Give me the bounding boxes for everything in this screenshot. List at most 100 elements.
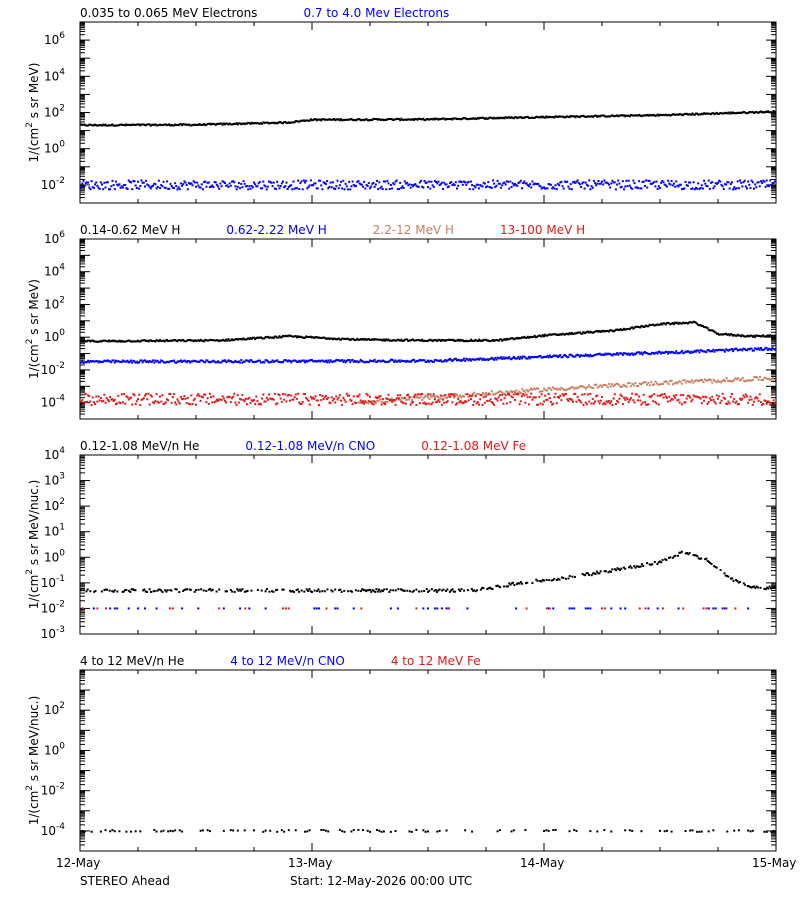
data-point <box>237 337 240 340</box>
data-point <box>547 392 550 395</box>
data-point <box>508 393 511 396</box>
data-point <box>646 113 649 116</box>
data-point <box>742 335 745 338</box>
data-point <box>356 118 359 121</box>
data-point <box>290 361 293 364</box>
data-point <box>717 332 719 335</box>
data-point <box>525 116 528 119</box>
data-point <box>239 122 242 125</box>
data-point <box>698 188 701 191</box>
data-point <box>235 122 238 125</box>
data-point <box>459 180 462 183</box>
data-point <box>218 340 221 343</box>
data-point <box>756 334 759 337</box>
data-point <box>246 338 249 341</box>
data-point <box>503 117 506 120</box>
data-point <box>211 588 214 591</box>
data-point <box>218 607 221 610</box>
data-point <box>623 396 626 399</box>
data-point <box>759 375 762 378</box>
data-point <box>482 357 485 360</box>
data-point <box>248 185 251 188</box>
data-point <box>576 179 579 182</box>
data-point <box>744 393 747 396</box>
data-point <box>773 378 776 381</box>
legend-entry: 0.14-0.62 MeV H <box>80 223 180 237</box>
data-point <box>671 351 674 354</box>
data-point <box>330 589 333 592</box>
data-point <box>196 181 199 184</box>
data-point <box>495 117 498 120</box>
data-point <box>467 359 470 362</box>
data-point <box>138 187 141 190</box>
data-point <box>330 186 333 189</box>
data-point <box>365 590 368 593</box>
data-point <box>435 359 438 362</box>
data-point <box>698 324 701 327</box>
data-point <box>623 327 626 330</box>
data-point <box>283 359 286 362</box>
data-point <box>485 186 487 189</box>
data-point <box>289 589 292 592</box>
data-point <box>574 332 577 335</box>
data-point <box>702 381 705 384</box>
data-point <box>230 123 233 126</box>
data-point <box>576 115 579 118</box>
data-point <box>771 182 774 185</box>
data-point <box>272 361 275 364</box>
data-point <box>122 590 125 593</box>
data-point <box>445 396 448 399</box>
data-point <box>582 403 585 406</box>
data-point <box>458 394 461 397</box>
data-point <box>108 360 110 363</box>
data-point <box>140 339 143 342</box>
data-point <box>331 360 334 363</box>
data-point <box>594 114 597 117</box>
data-point <box>408 396 411 399</box>
data-point <box>126 359 129 362</box>
data-point <box>175 185 178 188</box>
data-point <box>634 325 637 328</box>
data-point <box>80 589 83 592</box>
data-point <box>652 351 655 354</box>
data-point <box>141 181 144 184</box>
data-point <box>584 574 587 577</box>
data-point <box>468 358 471 361</box>
data-point <box>359 590 362 593</box>
data-point <box>422 340 425 343</box>
data-point <box>688 394 690 397</box>
data-point <box>110 361 113 364</box>
data-point <box>429 187 432 190</box>
data-point <box>378 588 381 591</box>
data-point <box>321 590 324 593</box>
data-point <box>183 395 186 398</box>
data-point <box>589 830 592 833</box>
data-point <box>184 123 187 126</box>
data-point <box>388 360 391 363</box>
data-point <box>719 112 722 115</box>
data-point <box>270 398 273 401</box>
data-point <box>236 338 239 341</box>
data-point <box>524 356 527 359</box>
data-point <box>329 181 332 184</box>
data-point <box>139 124 142 127</box>
data-point <box>739 348 742 351</box>
data-point <box>471 830 474 833</box>
plot-frame <box>79 21 777 204</box>
data-point <box>117 394 120 397</box>
data-point <box>490 587 493 590</box>
data-point <box>581 332 584 335</box>
data-point <box>178 360 181 363</box>
data-point <box>319 394 322 397</box>
data-point <box>170 360 173 363</box>
data-point <box>655 180 658 183</box>
data-point <box>725 348 728 351</box>
data-point <box>248 338 251 341</box>
data-point <box>362 589 365 592</box>
data-point <box>251 186 254 189</box>
data-point <box>177 360 180 363</box>
data-point <box>277 336 280 339</box>
data-point <box>221 338 224 341</box>
data-point <box>307 185 310 188</box>
data-point <box>431 118 434 121</box>
